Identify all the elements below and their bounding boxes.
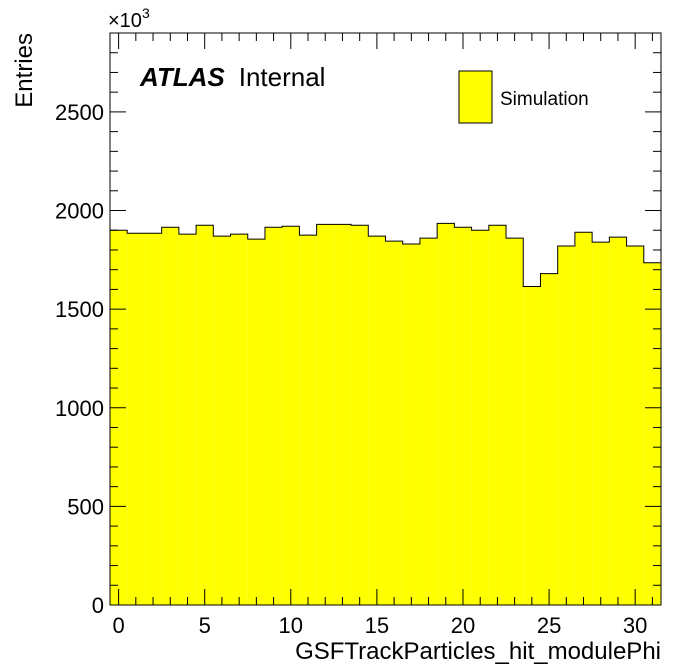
atlas-label-bold: ATLAS xyxy=(139,62,225,92)
histogram-bar xyxy=(264,227,283,605)
histogram-bar xyxy=(161,227,179,605)
histogram-bar xyxy=(523,286,541,605)
histogram-bar xyxy=(127,233,145,605)
histogram-bar xyxy=(402,244,420,605)
histogram-bar xyxy=(110,230,128,605)
histogram-bar xyxy=(643,262,661,605)
histogram-bar xyxy=(488,225,507,605)
x-tick-label: 20 xyxy=(451,613,475,638)
x-tick-label: 5 xyxy=(199,613,211,638)
y-tick-label: 1500 xyxy=(55,297,104,322)
x-tick-label: 15 xyxy=(365,613,389,638)
histogram-bar xyxy=(247,239,265,605)
histogram-bar xyxy=(437,223,455,605)
histogram-bar xyxy=(144,233,162,605)
histogram-bar xyxy=(385,241,403,605)
histogram-bar xyxy=(471,230,489,605)
x-tick-labels: 0 5 10 15 20 25 30 xyxy=(112,613,647,638)
histogram-bar xyxy=(419,238,438,605)
x-tick-label: 25 xyxy=(537,613,561,638)
legend-label-simulation: Simulation xyxy=(500,89,589,110)
y-axis-multiplier: ×103 xyxy=(108,5,150,32)
histogram-bar xyxy=(609,237,627,605)
y-axis-title: Entries xyxy=(11,33,38,108)
y-tick-label: 1000 xyxy=(55,396,104,421)
axis-ticks xyxy=(110,32,661,606)
histogram-outline xyxy=(109,222,662,605)
atlas-label: ATLAS Internal xyxy=(139,62,325,92)
histogram-bar xyxy=(574,232,593,605)
histogram-bar xyxy=(196,225,214,605)
histogram-bar xyxy=(333,224,352,605)
histogram-bar xyxy=(368,236,386,605)
histogram-bar xyxy=(282,226,300,605)
histogram-bar xyxy=(506,238,524,605)
y-multiplier-base: ×10 xyxy=(108,10,142,32)
histogram-bar xyxy=(213,236,231,605)
histogram-bar xyxy=(454,227,472,605)
x-tick-label: 30 xyxy=(623,613,647,638)
histogram-bars xyxy=(109,222,662,605)
histogram-bar xyxy=(592,242,610,605)
y-tick-label: 2000 xyxy=(55,199,104,224)
plot-frame xyxy=(109,32,662,606)
legend-swatch-simulation xyxy=(458,70,493,124)
histogram-bar xyxy=(299,235,317,605)
histogram-bar xyxy=(626,246,644,605)
y-tick-labels: 0 500 1000 1500 2000 2500 xyxy=(55,100,104,618)
histogram-bar xyxy=(178,234,197,605)
y-multiplier-exponent: 3 xyxy=(142,5,150,21)
histogram-bar xyxy=(316,224,334,605)
histogram-bar xyxy=(557,246,575,605)
histogram-bar xyxy=(540,273,558,605)
histogram-bar xyxy=(351,225,369,605)
atlas-label-status: Internal xyxy=(239,62,326,92)
histogram-bar xyxy=(230,234,248,605)
y-tick-label: 0 xyxy=(92,593,104,618)
x-axis-title: GSFTrackParticles_hit_modulePhi xyxy=(295,638,661,665)
x-tick-label: 10 xyxy=(279,613,303,638)
x-tick-label: 0 xyxy=(112,613,124,638)
y-tick-label: 2500 xyxy=(55,100,104,125)
y-tick-label: 500 xyxy=(67,494,104,519)
